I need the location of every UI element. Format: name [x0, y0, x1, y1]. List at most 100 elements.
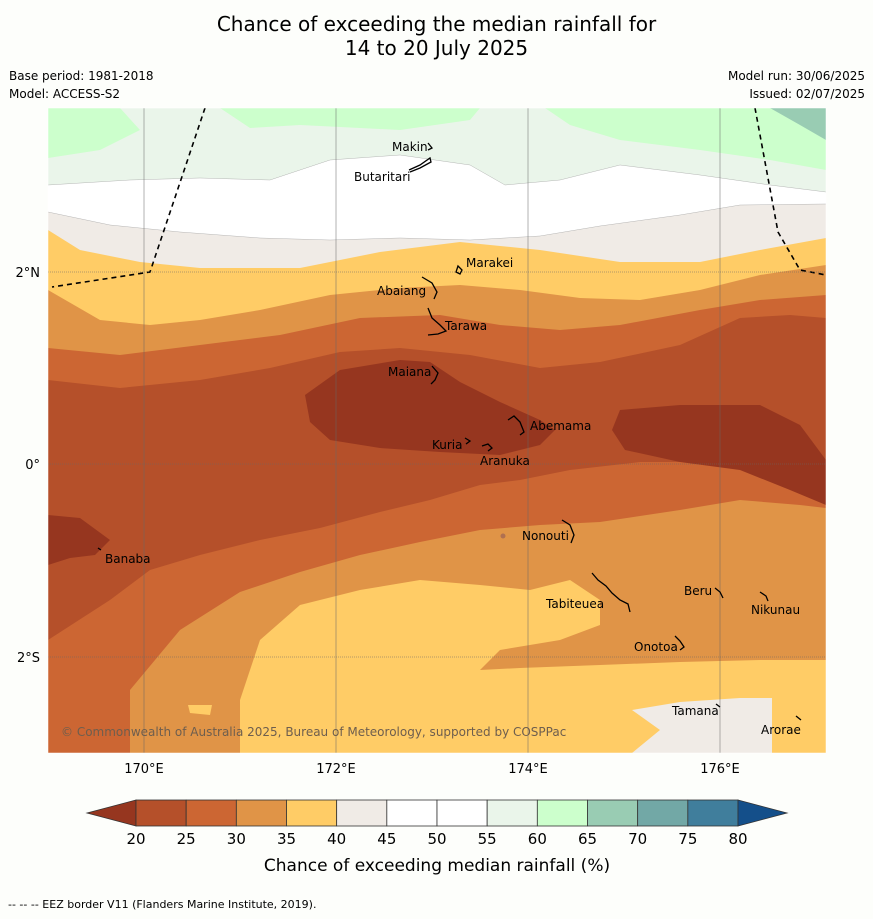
lon-tick-label: 172°E [316, 762, 356, 777]
label-kuria: Kuria [432, 438, 463, 452]
colorbar-cell [135, 799, 187, 827]
label-nonouti: Nonouti [522, 529, 569, 543]
island-tamana-shape [715, 703, 721, 708]
contour-below-20-east [612, 405, 826, 505]
island-abaiang-shape [421, 276, 438, 300]
colorbar-tick-label: 65 [578, 830, 597, 848]
colorbar-cell [436, 799, 488, 827]
colorbar-tick-label: 70 [628, 830, 647, 848]
label-onotoa: Onotoa [634, 640, 678, 654]
contour-40-45-south [632, 698, 772, 753]
colorbar-cell [637, 799, 689, 827]
label-tarawa: Tarawa [444, 319, 487, 333]
contour-60-65-central [220, 108, 480, 130]
contour-below-20-west [48, 515, 110, 565]
island-makin-shape [427, 142, 434, 151]
label-abemama: Abemama [530, 419, 591, 433]
label-marakei: Marakei [466, 256, 513, 270]
colorbar-ticks: 20 25 30 35 40 45 50 55 60 65 70 75 80 [126, 830, 747, 848]
place-labels: Makin Butaritari Marakei Abaiang Tarawa … [105, 140, 801, 737]
colorbar-tick-label: 60 [528, 830, 547, 848]
colorbar-tick-label: 25 [177, 830, 196, 848]
graticule [48, 108, 826, 753]
colorbar: 20 25 30 35 40 45 50 55 60 65 70 75 80 Chance of exc… [85, 799, 789, 876]
contour-60-65-west [48, 108, 140, 158]
colorbar-tick-label: 80 [728, 830, 747, 848]
colorbar-under-triangle [85, 799, 137, 827]
contour-below-20-central [305, 360, 555, 455]
label-maiana: Maiana [388, 365, 431, 379]
island-onotoa-shape [674, 635, 685, 651]
meta-right: Model run: 30/06/2025 Issued: 02/07/2025 [728, 67, 865, 103]
island-tabiteuea-shape [591, 572, 631, 613]
island-nikunau-shape [759, 591, 769, 602]
lat-tick-label: 2°N [16, 266, 41, 281]
island-banaba-shape [97, 547, 102, 551]
island-kuria-shape [464, 437, 472, 445]
colorbar-cell [687, 799, 739, 827]
island-arorae-shape [795, 715, 802, 721]
label-butaritari: Butaritari [354, 170, 411, 184]
label-tabiteuea: Tabiteuea [545, 597, 604, 611]
longitude-ticks: 170°E 172°E 174°E 176°E [124, 762, 740, 777]
island-maiana-shape [430, 365, 439, 385]
model-name: Model: ACCESS-S2 [9, 87, 121, 101]
colorbar-cell [185, 799, 237, 827]
issued-date: Issued: 02/07/2025 [749, 87, 865, 101]
contour-65-70-east [770, 108, 826, 140]
colorbar-label: Chance of exceeding median rainfall (%) [264, 856, 610, 876]
title-line-1: Chance of exceeding the median rainfall … [216, 12, 657, 36]
colorbar-cell [386, 799, 438, 827]
colorbar-tick-label: 20 [126, 830, 145, 848]
colorbar-tick-label: 55 [478, 830, 497, 848]
colorbar-cell [486, 799, 538, 827]
rainfall-contour-map: Makin Butaritari Marakei Abaiang Tarawa … [48, 108, 826, 753]
latitude-ticks: 2°N 0° 2°S [16, 266, 41, 666]
colorbar-tick-label: 50 [427, 830, 446, 848]
colorbar-tick-label: 75 [678, 830, 697, 848]
copyright-text: © Commonwealth of Australia 2025, Bureau… [61, 725, 566, 739]
lat-tick-label: 0° [25, 458, 40, 473]
colorbar-tick-label: 30 [227, 830, 246, 848]
contour-60-65-east [545, 108, 826, 170]
model-run: Model run: 30/06/2025 [727, 69, 865, 83]
colorbar-cells [135, 799, 739, 827]
map-frame [47, 107, 827, 754]
colorbar-cell [536, 799, 588, 827]
island-tarawa-shape [427, 307, 448, 336]
island-marakei-shape [455, 264, 463, 275]
label-beru: Beru [684, 584, 712, 598]
colorbar-cell [286, 799, 338, 827]
meta-left: Base period: 1981-2018 Model: ACCESS-S2 [9, 67, 154, 103]
lat-tick-label: 2°S [17, 651, 40, 666]
island-aranuka-shape [481, 443, 493, 452]
colorbar-cell [336, 799, 388, 827]
island-nonouti-shape [561, 519, 575, 544]
lon-tick-label: 176°E [700, 762, 740, 777]
island-abemama-shape [507, 415, 525, 436]
small-island-marker [500, 533, 506, 539]
island-outlines [97, 142, 802, 721]
label-aranuka: Aranuka [480, 454, 530, 468]
island-beru-shape [714, 587, 724, 599]
map-title: Chance of exceeding the median rainfall … [0, 12, 873, 60]
label-tamana: Tamana [671, 704, 719, 718]
island-butaritari-shape [408, 156, 432, 173]
colorbar-tick-label: 35 [277, 830, 296, 848]
eez-footer-note: -- -- -- EEZ border V11 (Flanders Marine… [8, 898, 317, 911]
contour-35-40-patch [188, 705, 212, 715]
base-period: Base period: 1981-2018 [9, 69, 154, 83]
colorbar-over-triangle [737, 799, 789, 827]
colorbar-tick-label: 40 [327, 830, 346, 848]
title-line-2: 14 to 20 July 2025 [344, 36, 529, 60]
contour-lines [48, 154, 826, 241]
colorbar-cell [587, 799, 639, 827]
colorbar-tick-label: 45 [377, 830, 396, 848]
lon-tick-label: 174°E [508, 762, 548, 777]
lon-tick-label: 170°E [124, 762, 164, 777]
label-banaba: Banaba [105, 552, 151, 566]
label-arorae: Arorae [761, 723, 801, 737]
label-makin: Makin [392, 140, 428, 154]
colorbar-cell [235, 799, 287, 827]
